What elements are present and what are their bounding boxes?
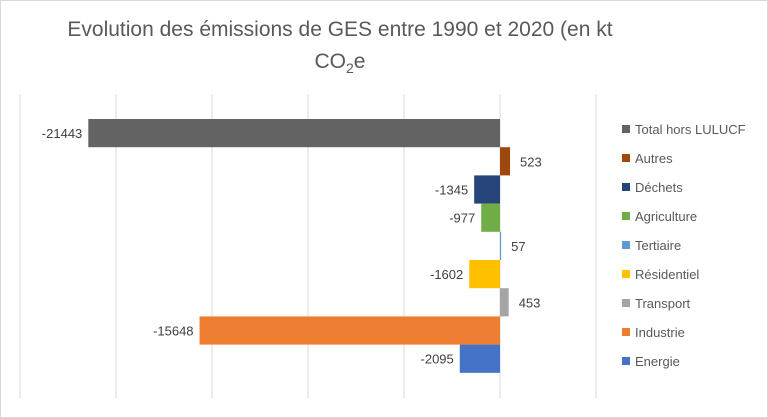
bar-déchets [474,175,500,204]
data-label: -1345 [435,183,468,198]
data-label: -977 [449,211,475,226]
legend-entry: Total hors LULUCF [635,122,746,137]
data-label: -2095 [421,352,454,367]
bar-autres [500,147,511,176]
legend-swatch [622,299,630,307]
bar-transport [500,288,509,317]
title-main: Evolution des émissions de GES entre 199… [67,18,613,41]
title-unit-suffix: e [353,50,366,73]
legend-swatch [622,183,630,191]
legend-swatch [622,328,630,336]
title-unit: CO [314,50,347,73]
bar-résidentiel [469,260,500,289]
data-label: -1602 [430,267,463,282]
legend-swatch [622,212,630,220]
title-unit-sub: 2 [346,60,354,77]
legend-entry: Transport [635,296,691,311]
bar-agriculture [481,203,500,232]
data-label: 523 [520,154,542,169]
legend-entry: Résidentiel [635,267,699,282]
data-label: 57 [511,239,525,254]
data-label: -21443 [42,126,82,141]
data-label: 453 [519,295,541,310]
legend-entry: Industrie [635,325,685,340]
legend-entry: Energie [635,354,680,369]
legend-swatch [622,357,630,365]
legend-entry: Déchets [635,180,683,195]
chart-title: Evolution des émissions de GES entre 199… [60,14,620,84]
legend-swatch [622,270,630,278]
legend-entry: Autres [635,151,673,166]
legend-swatch [622,241,630,249]
legend-entry: Tertiaire [635,238,681,253]
bar-industrie [199,316,500,345]
legend-swatch [622,154,630,162]
bar-tertiaire [500,231,502,260]
bar-energie [459,344,500,373]
legend-swatch [622,125,630,133]
legend-entry: Agriculture [635,209,697,224]
bar-total-hors-lulucf [88,119,500,148]
data-label: -15648 [153,324,193,339]
